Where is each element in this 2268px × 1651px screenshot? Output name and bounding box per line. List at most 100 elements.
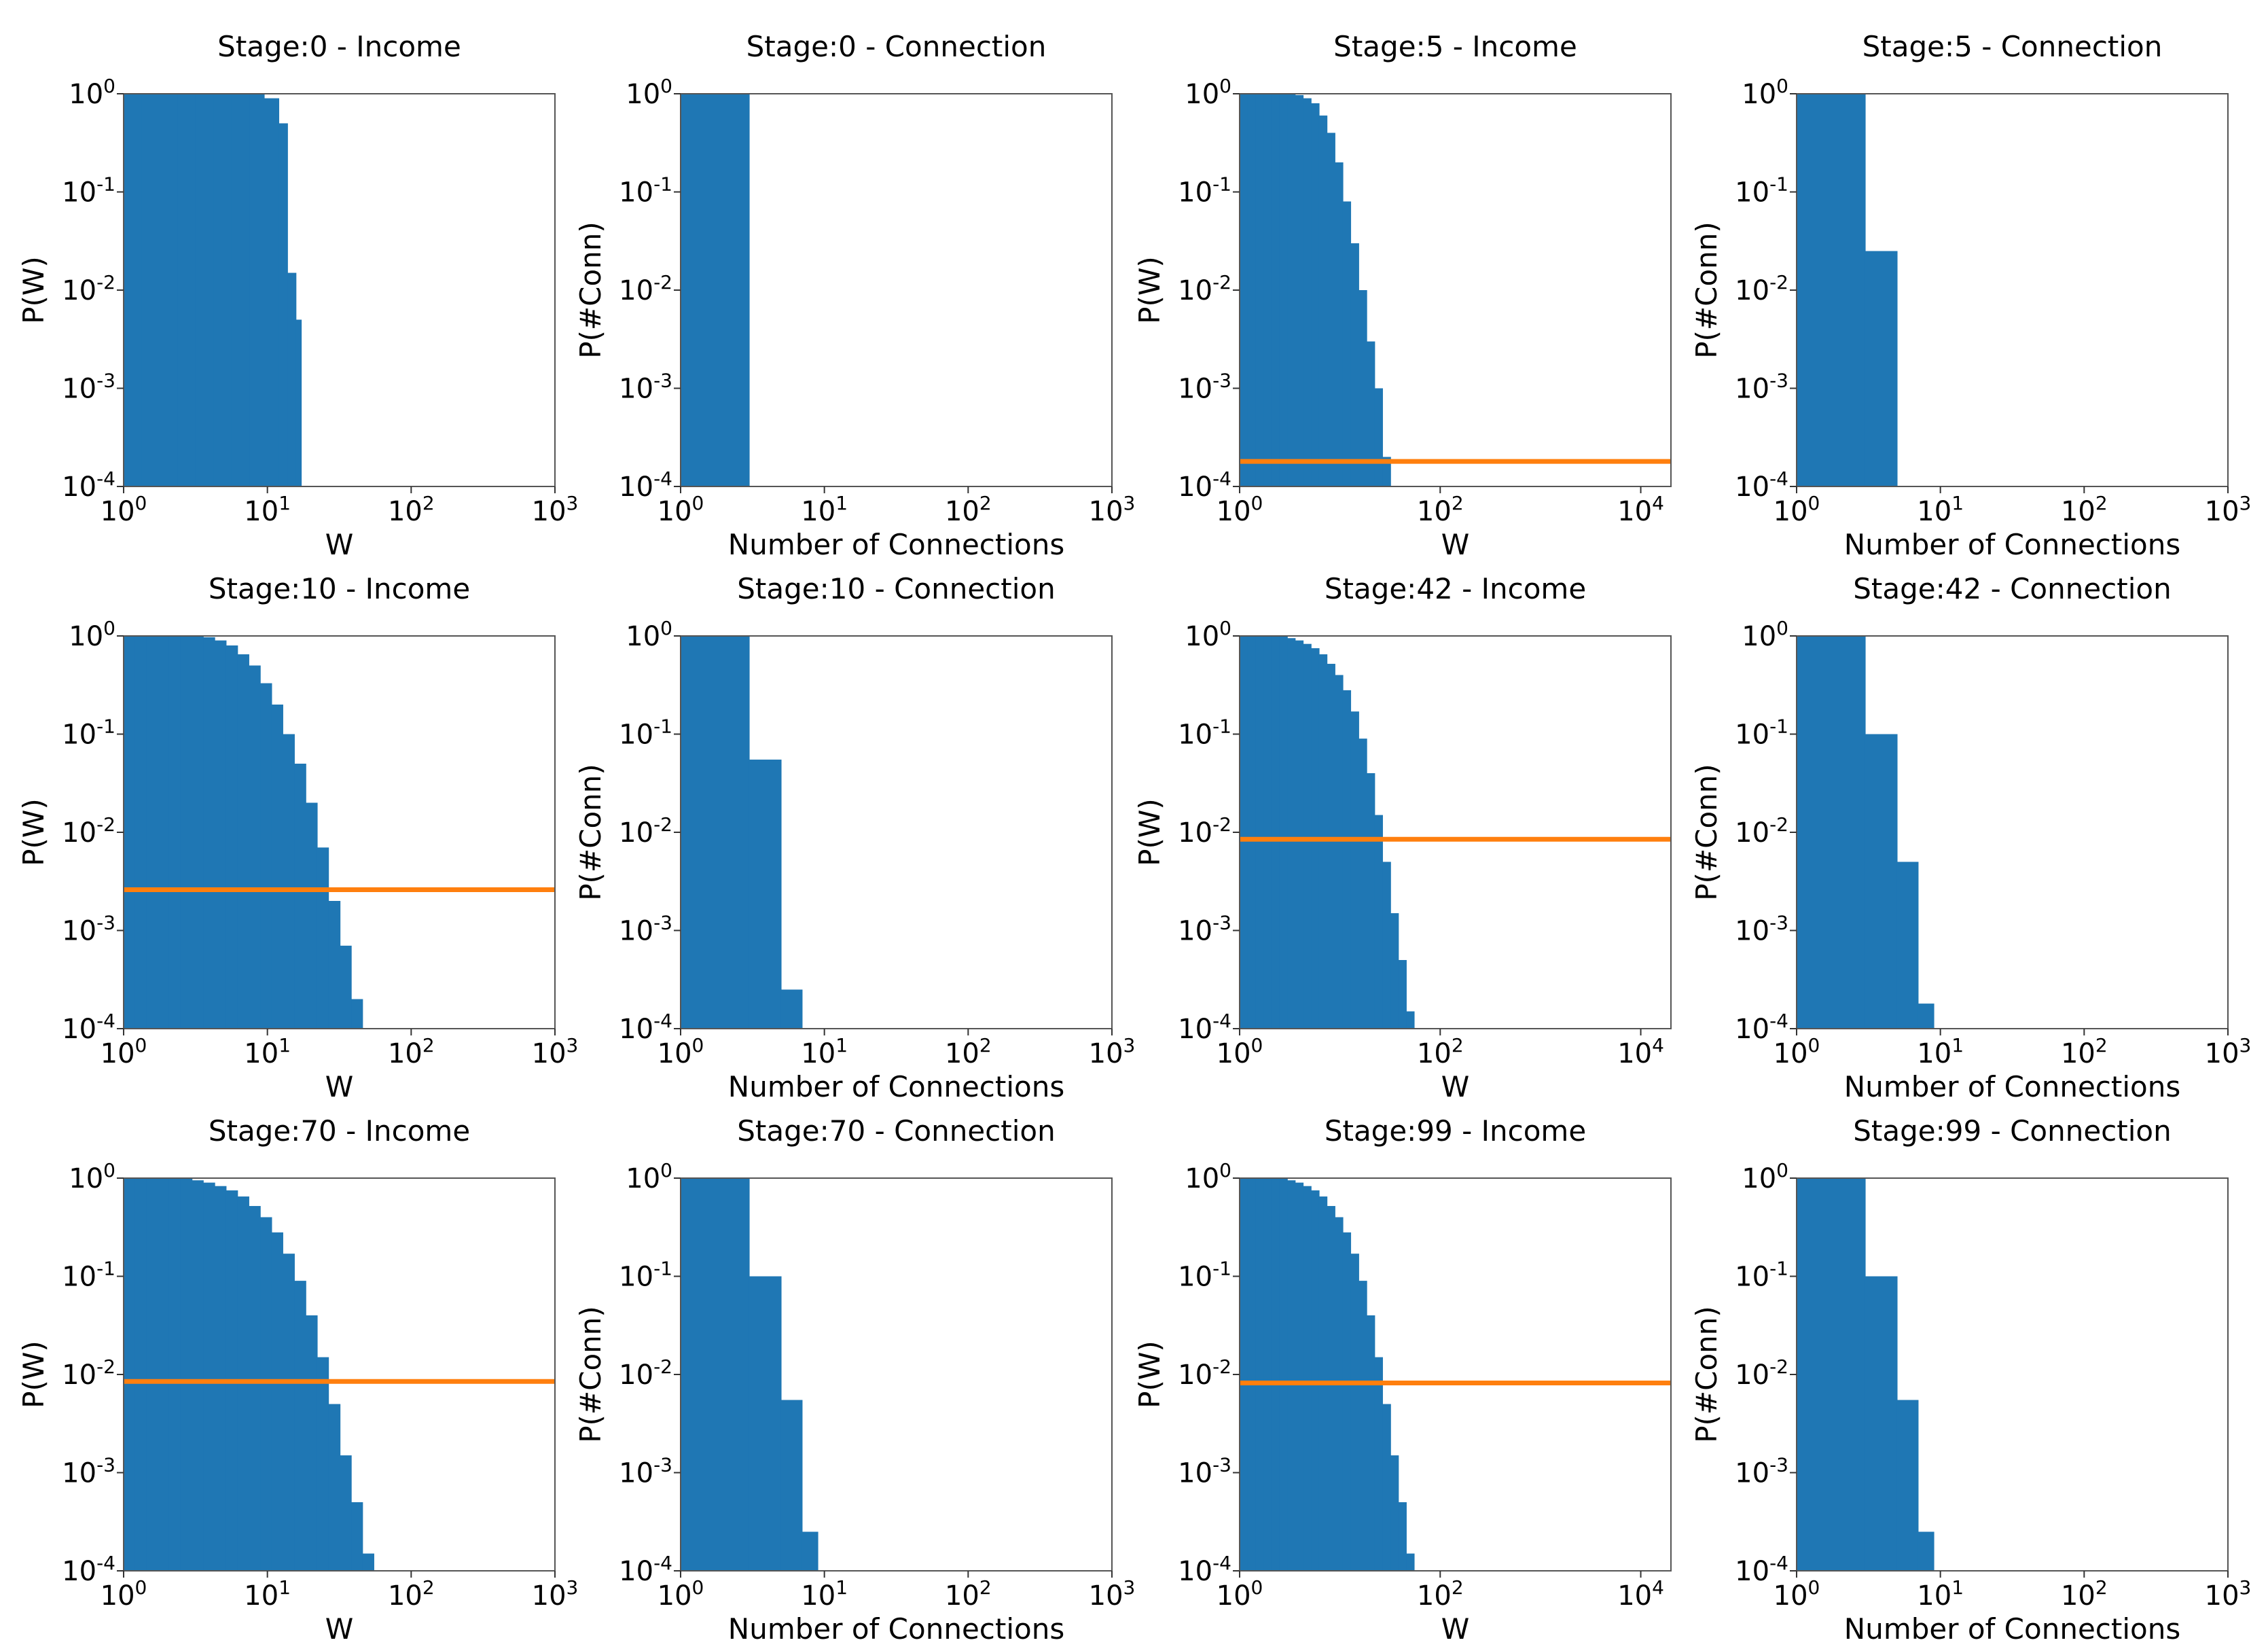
y-tick-label: 10-1 [619, 1258, 672, 1293]
y-tick-label: 10-1 [1178, 173, 1231, 209]
histogram-bar [1319, 116, 1327, 486]
x-tick-label: 102 [945, 1034, 992, 1069]
histogram-bar [1240, 636, 1248, 1029]
x-tick-label: 104 [1617, 492, 1664, 527]
y-axis-label: P(#Conn) [1690, 221, 1723, 359]
y-tick-label: 100 [626, 1159, 672, 1194]
histogram-bar [158, 636, 169, 1029]
x-tick-label: 103 [1089, 1034, 1136, 1069]
histogram-bar [1399, 1502, 1407, 1571]
y-axis-label: P(#Conn) [574, 1306, 607, 1443]
x-tick-label: 103 [2205, 492, 2252, 527]
y-tick-label: 10-2 [62, 813, 115, 849]
x-axis-label: W [325, 1612, 354, 1646]
histogram-bar [1311, 103, 1319, 486]
histogram-bar [196, 94, 214, 486]
x-tick-label: 100 [658, 492, 704, 527]
histogram-bar [1263, 636, 1272, 1029]
y-tick-label: 10-3 [619, 370, 672, 405]
x-tick-label: 102 [945, 492, 992, 527]
histogram-bar [749, 760, 782, 1029]
histogram-bar [147, 636, 158, 1029]
histogram-bar [1279, 94, 1287, 486]
histogram-bar [141, 94, 160, 486]
subplot-title: Stage:99 - Connection [1853, 1114, 2171, 1148]
x-tick-label: 102 [388, 1034, 435, 1069]
histogram-bar [1287, 94, 1295, 486]
histogram-bar [169, 1178, 181, 1571]
x-tick-label: 103 [532, 492, 579, 527]
histogram-bar [1406, 1012, 1414, 1029]
histogram-bar [1343, 202, 1351, 486]
subplot-10: 10010-110-210-310-4100 102 104Stage:99 - I… [1133, 1114, 1671, 1646]
x-tick-label: 100 [1217, 1576, 1263, 1612]
histogram-bar [1375, 389, 1383, 487]
histogram-bar [124, 1178, 135, 1571]
y-tick-label: 10-3 [62, 1454, 115, 1489]
y-tick-label: 10-1 [62, 715, 115, 751]
x-axis-label: W [325, 1070, 354, 1103]
histogram-bar [294, 1281, 306, 1571]
x-tick-label: 101 [1917, 1576, 1964, 1612]
y-tick-label: 10-3 [1178, 370, 1231, 405]
histogram-bar [1327, 1206, 1335, 1571]
histogram-bar [1343, 690, 1351, 1029]
histogram-bar [1272, 636, 1280, 1029]
histogram-bar [1382, 1404, 1390, 1571]
histogram-bar [1279, 636, 1287, 1029]
y-tick-label: 10-2 [62, 1355, 115, 1391]
histogram-bar [802, 1531, 818, 1571]
histogram-bar [340, 1455, 352, 1571]
y-tick-label: 10-3 [1735, 1454, 1788, 1489]
y-tick-label: 10-1 [1178, 1258, 1231, 1293]
y-tick-label: 10-1 [62, 173, 115, 209]
histogram-bar [135, 636, 147, 1029]
y-tick-label: 100 [1742, 617, 1788, 652]
histogram-bar [1335, 675, 1343, 1029]
histogram-bar [160, 94, 178, 486]
histogram-bar [124, 636, 135, 1029]
histogram-bar [169, 636, 181, 1029]
subplot-title: Stage:0 - Connection [746, 30, 1047, 63]
histogram-bar [781, 989, 803, 1029]
x-tick-label: 103 [1089, 1576, 1136, 1612]
y-tick-label: 10-3 [619, 1454, 672, 1489]
y-axis-label: P(#Conn) [1690, 1306, 1723, 1443]
y-axis-label: P(#Conn) [574, 764, 607, 901]
y-tick-label: 10-3 [1178, 1454, 1231, 1489]
histogram-bar [1287, 638, 1295, 1029]
histogram-bar [177, 94, 196, 486]
histogram-bar [264, 99, 279, 486]
histogram-bar [294, 764, 306, 1029]
histogram-bar [351, 999, 363, 1029]
y-tick-label: 10-2 [619, 1355, 672, 1391]
x-axis-label: Number of Connections [1844, 1070, 2180, 1103]
y-tick-label: 10-2 [1735, 271, 1788, 306]
histogram-bar [1327, 133, 1335, 486]
x-axis-label: Number of Connections [1844, 1612, 2180, 1646]
histogram-bar [781, 1400, 803, 1571]
subplot-title: Stage:99 - Income [1325, 1114, 1586, 1148]
histogram-bar [1897, 862, 1919, 1029]
histogram-bar [1295, 641, 1303, 1029]
subplot-title: Stage:70 - Connection [737, 1114, 1055, 1148]
y-tick-label: 10-2 [1735, 1355, 1788, 1391]
histogram-bar [1375, 815, 1383, 1029]
histogram-bar [1240, 94, 1248, 486]
histogram-bar [681, 1178, 750, 1571]
x-tick-label: 103 [532, 1576, 579, 1612]
histogram-bar [1406, 1554, 1414, 1571]
histogram-bar [1382, 862, 1390, 1029]
histogram-bar [1240, 1178, 1248, 1571]
x-axis-label: Number of Connections [728, 1612, 1064, 1646]
y-tick-label: 10-1 [62, 1258, 115, 1293]
histogram-bar [215, 1186, 226, 1571]
x-tick-label: 100 [658, 1034, 704, 1069]
histogram-bar [1255, 94, 1263, 486]
y-tick-label: 100 [1185, 75, 1231, 110]
histogram-bar [272, 1232, 283, 1571]
histogram-bar [181, 636, 192, 1029]
histogram-bar [681, 636, 750, 1029]
